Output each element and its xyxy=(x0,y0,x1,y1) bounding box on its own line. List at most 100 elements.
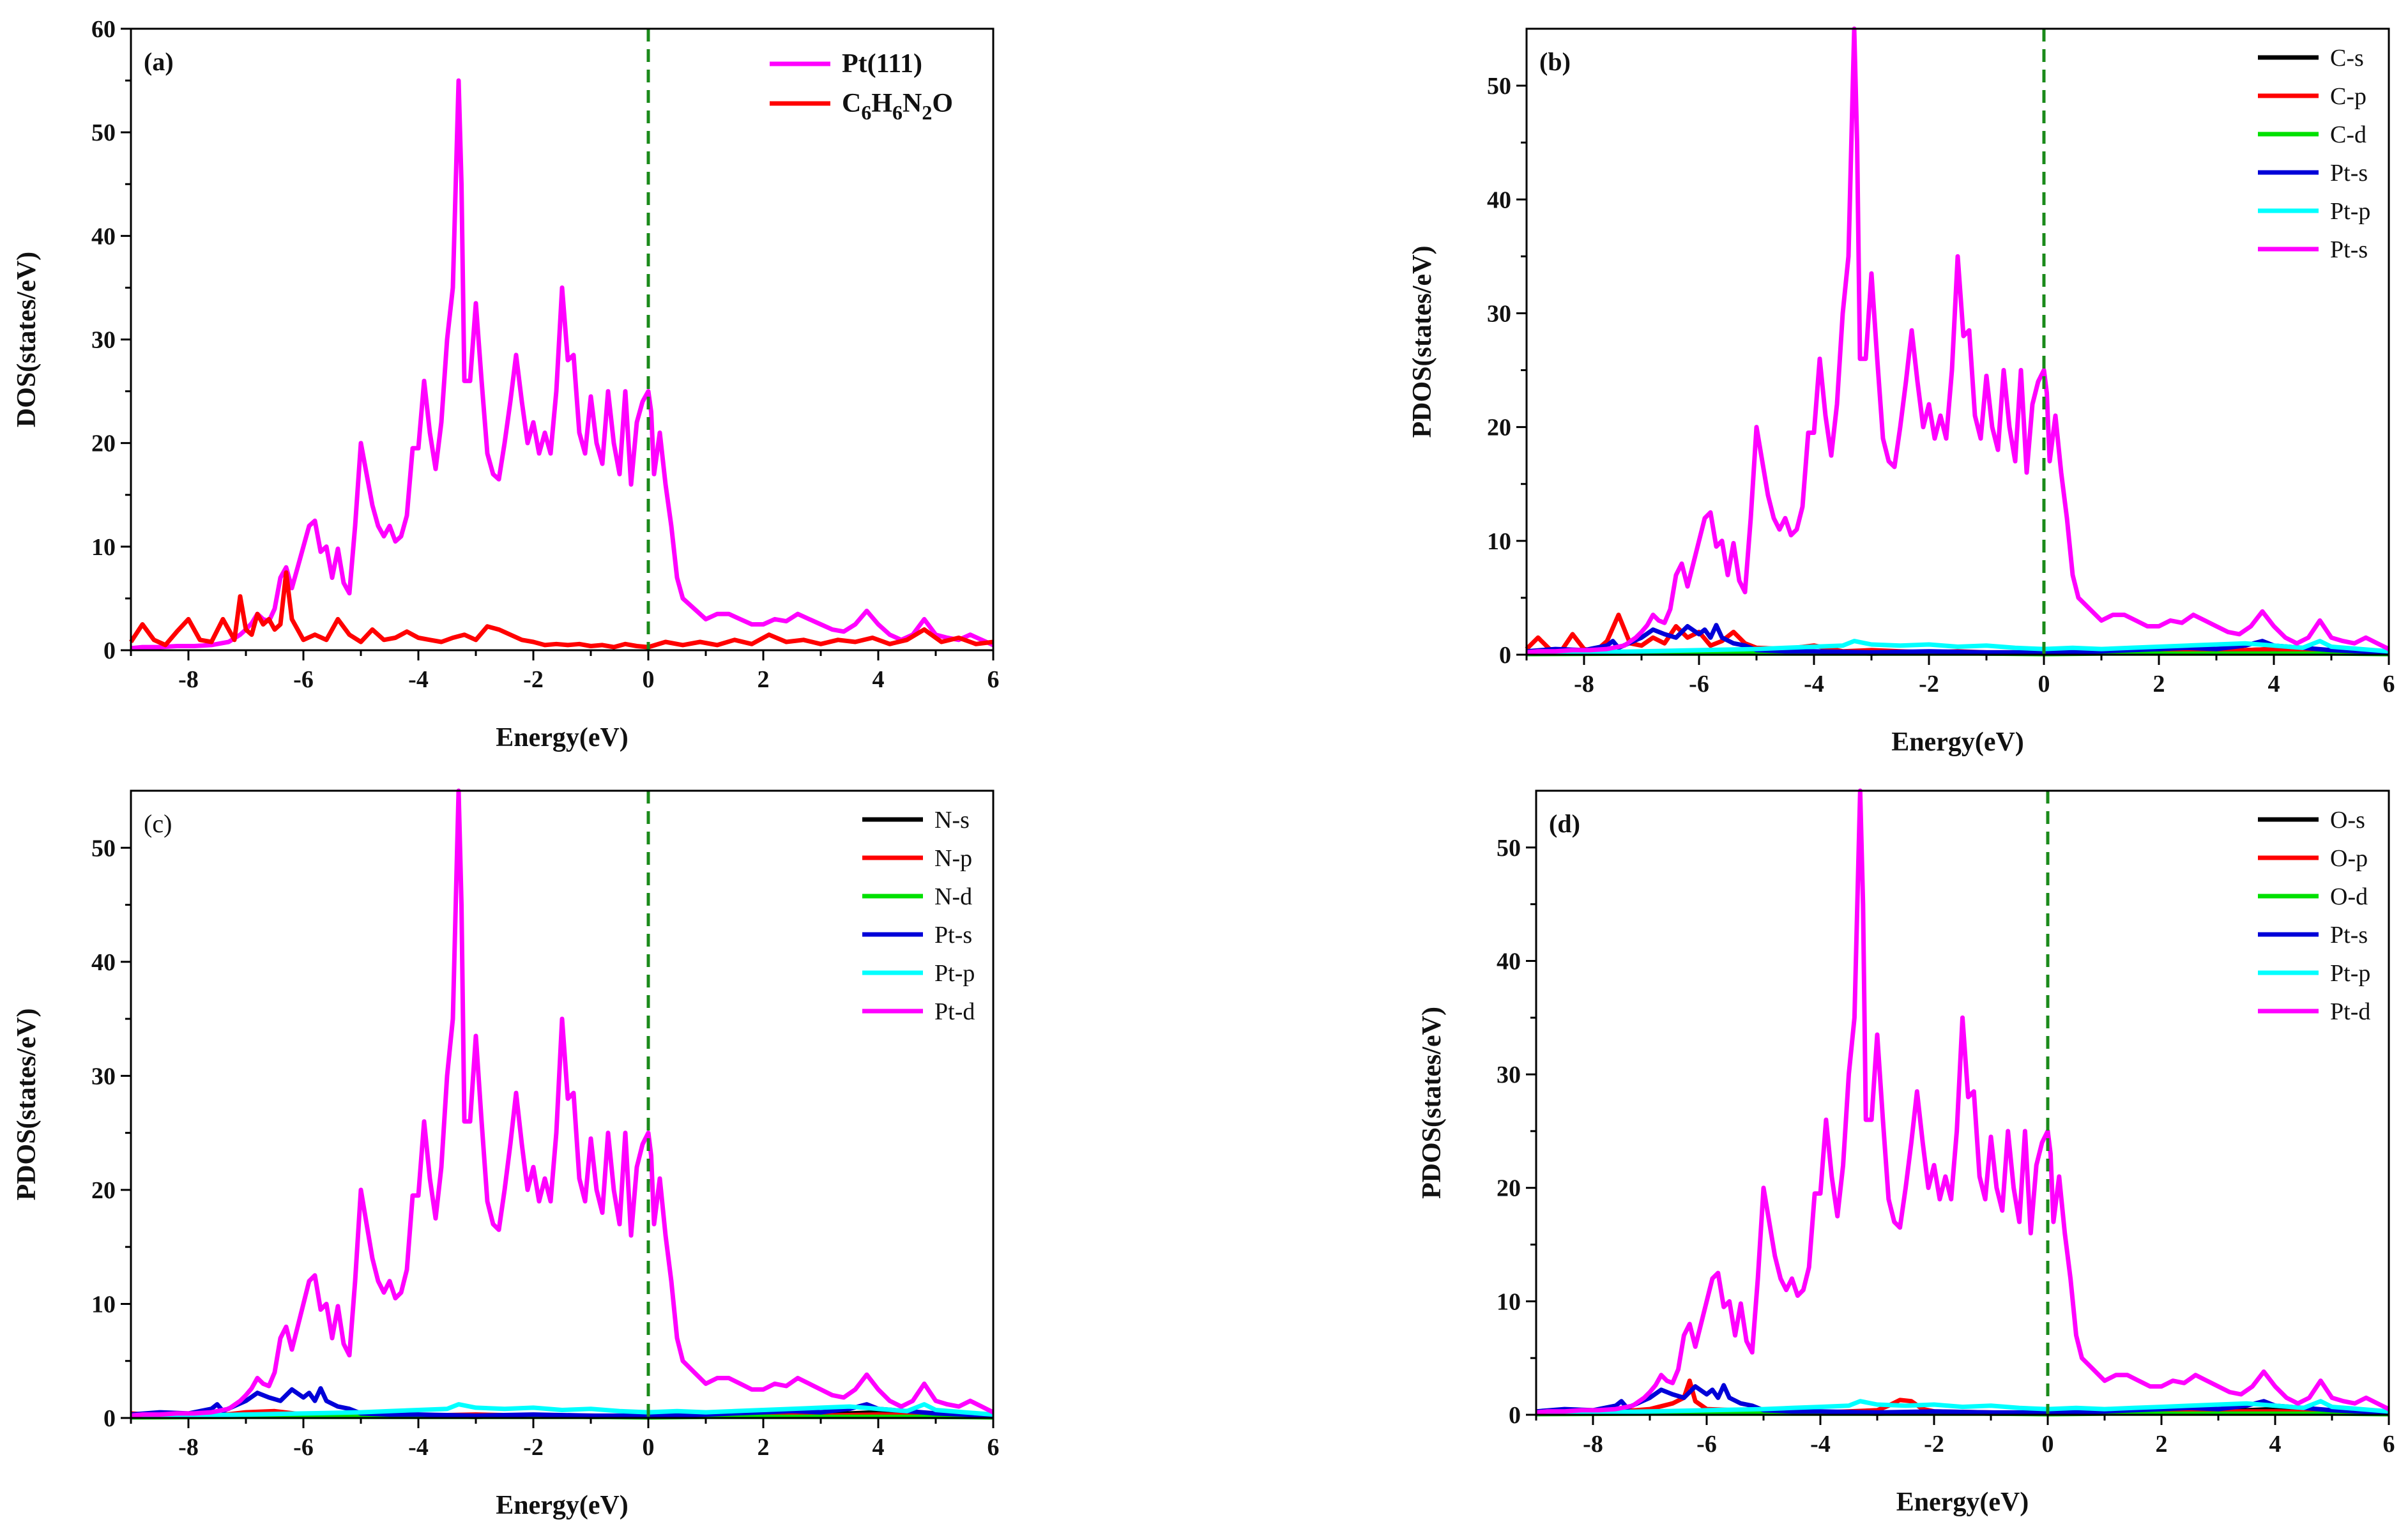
x-tick-label: 6 xyxy=(987,666,1000,693)
legend-label: O-d xyxy=(2330,883,2368,910)
legend: N-s N-p N-d Pt-s Pt-p Pt-d xyxy=(862,807,975,1025)
y-axis: 0 10 20 30 40 50 xyxy=(91,835,131,1432)
y-axis: 0 10 20 30 40 50 60 xyxy=(91,16,131,664)
axes-frame xyxy=(130,789,994,1419)
plot-area xyxy=(130,788,994,1420)
y-tick-label: 10 xyxy=(91,534,116,561)
x-tick-label: 2 xyxy=(758,666,770,693)
y-tick-label: 20 xyxy=(1497,1175,1521,1202)
series-line-pt-s xyxy=(1526,26,2390,655)
y-tick-label: 10 xyxy=(1497,1288,1521,1315)
x-tick-label: -8 xyxy=(178,666,199,693)
x-tick-label: -8 xyxy=(1583,1431,1603,1458)
x-tick-label: -4 xyxy=(408,666,429,693)
legend-label: Pt-d xyxy=(2330,998,2370,1025)
x-tick-label: -2 xyxy=(523,666,544,693)
x-tick-label: 4 xyxy=(2269,1431,2282,1458)
y-tick-label: 10 xyxy=(1487,528,1511,555)
y-axis: 0 10 20 30 40 50 xyxy=(1497,835,1536,1429)
y-tick-label: 20 xyxy=(91,431,116,457)
panel-label: (a) xyxy=(144,47,174,76)
y-tick-label: 50 xyxy=(1487,73,1511,100)
y-tick-label: 50 xyxy=(91,119,116,146)
y-tick-label: 10 xyxy=(91,1291,116,1318)
panel-c: -8 -6 -4 -2 0 2 4 6 0 10 20 30 40 50 Energy(eV) PDOS(st… xyxy=(12,788,1000,1520)
y-tick-label: 20 xyxy=(91,1177,116,1204)
legend-label: Pt-s xyxy=(2330,160,2368,187)
x-tick-label: -6 xyxy=(1689,671,1709,697)
x-tick-label: 6 xyxy=(2383,671,2395,697)
legend-label: C6H6N2O xyxy=(842,89,953,124)
y-tick-label: 40 xyxy=(1497,948,1521,975)
y-axis-title: PDOS(states/eV) xyxy=(12,1009,42,1201)
y-tick-label: 60 xyxy=(91,16,116,43)
legend-label: C-s xyxy=(2330,45,2364,72)
y-tick-label: 50 xyxy=(1497,835,1521,862)
legend-label: Pt-p xyxy=(2330,198,2370,225)
series-line-c6h6n2o xyxy=(129,570,994,650)
x-tick-label: 2 xyxy=(758,1434,770,1461)
legend-label: N-d xyxy=(934,883,972,910)
x-tick-label: -2 xyxy=(1919,671,1939,697)
x-tick-label: 4 xyxy=(873,666,885,693)
plot-area xyxy=(1535,788,2390,1417)
x-tick-label: -4 xyxy=(408,1434,429,1461)
x-tick-label: -6 xyxy=(293,1434,314,1461)
axes-frame xyxy=(1535,789,2390,1416)
panel-b: -8 -6 -4 -2 0 2 4 6 0 10 20 30 40 50 Energy(eV) PDOS(st… xyxy=(1408,26,2395,757)
series-line-pt-p xyxy=(1535,1399,2389,1416)
legend-label: Pt-s xyxy=(2330,236,2368,263)
y-tick-label: 0 xyxy=(103,1405,116,1432)
y-axis-title: DOS(states/eV) xyxy=(12,252,42,427)
legend: O-s O-p O-d Pt-s Pt-p Pt-d xyxy=(2258,807,2370,1025)
y-tick-label: 40 xyxy=(91,223,116,250)
series-line-pt-d xyxy=(130,788,994,1418)
x-axis: -8 -6 -4 -2 0 2 4 6 xyxy=(1525,655,2395,697)
legend: C-s C-p C-d Pt-s Pt-p Pt-s xyxy=(2258,45,2370,263)
x-tick-label: 0 xyxy=(2038,671,2050,697)
y-tick-label: 50 xyxy=(91,835,116,862)
x-tick-label: 6 xyxy=(987,1434,1000,1461)
panel-label: (d) xyxy=(1549,809,1580,838)
x-tick-label: 0 xyxy=(643,1434,655,1461)
panel-a: -8 -6 -4 -2 0 2 4 60102030405060Energy(eV)DOS(s… xyxy=(12,16,1000,752)
y-tick-label: 0 xyxy=(103,637,116,664)
x-tick-label: 4 xyxy=(2268,671,2280,697)
legend-label: C-d xyxy=(2330,121,2366,148)
x-tick-label: 2 xyxy=(2153,671,2165,697)
y-axis-title: PDOS(states/eV) xyxy=(1408,246,1437,438)
legend-label: Pt-p xyxy=(2330,960,2370,987)
y-axis: 0 10 20 30 40 50 xyxy=(1487,73,1527,669)
y-axis-title: PDOS(states/eV) xyxy=(1417,1007,1447,1199)
y-tick-label: 40 xyxy=(91,949,116,976)
x-tick-label: -4 xyxy=(1804,671,1824,697)
x-tick-label: 4 xyxy=(873,1434,885,1461)
x-tick-label: 0 xyxy=(2042,1431,2054,1458)
x-tick-label: -8 xyxy=(178,1434,199,1461)
y-tick-label: 30 xyxy=(1487,300,1511,327)
series-line-pt-p xyxy=(1526,639,2389,656)
legend-label: Pt-d xyxy=(934,998,975,1025)
legend-label: N-p xyxy=(934,845,972,872)
legend-label: Pt-p xyxy=(934,960,975,987)
legend-label: C-p xyxy=(2330,83,2366,110)
legend: Pt(111) C6H6N2O xyxy=(770,49,953,124)
legend-label: Pt(111) xyxy=(842,49,922,79)
x-tick-label: 0 xyxy=(643,666,655,693)
series-line-pt-p xyxy=(130,1402,994,1419)
panel-label: (b) xyxy=(1539,47,1571,76)
x-axis-title: Energy(eV) xyxy=(496,723,629,752)
panel-d: -8 -6 -4 -2 0 2 4 6 0 10 20 30 40 50 Energy(eV) PDOS(st… xyxy=(1417,788,2395,1517)
x-axis: -8 -6 -4 -2 0 2 4 6 xyxy=(130,1418,1000,1461)
panel-label: (c) xyxy=(144,809,172,838)
x-tick-label: -2 xyxy=(1924,1431,1944,1458)
y-tick-label: 30 xyxy=(91,327,116,354)
x-axis: -8 -6 -4 -2 0 2 4 6 xyxy=(130,650,1000,693)
legend-label: O-s xyxy=(2330,807,2365,834)
y-tick-label: 0 xyxy=(1509,1402,1521,1429)
x-tick-label: 2 xyxy=(2156,1431,2168,1458)
plot-area xyxy=(129,78,994,651)
legend-label: Pt-s xyxy=(934,922,972,949)
axes-frame xyxy=(1525,27,2390,656)
x-axis-title: Energy(eV) xyxy=(496,1491,629,1520)
